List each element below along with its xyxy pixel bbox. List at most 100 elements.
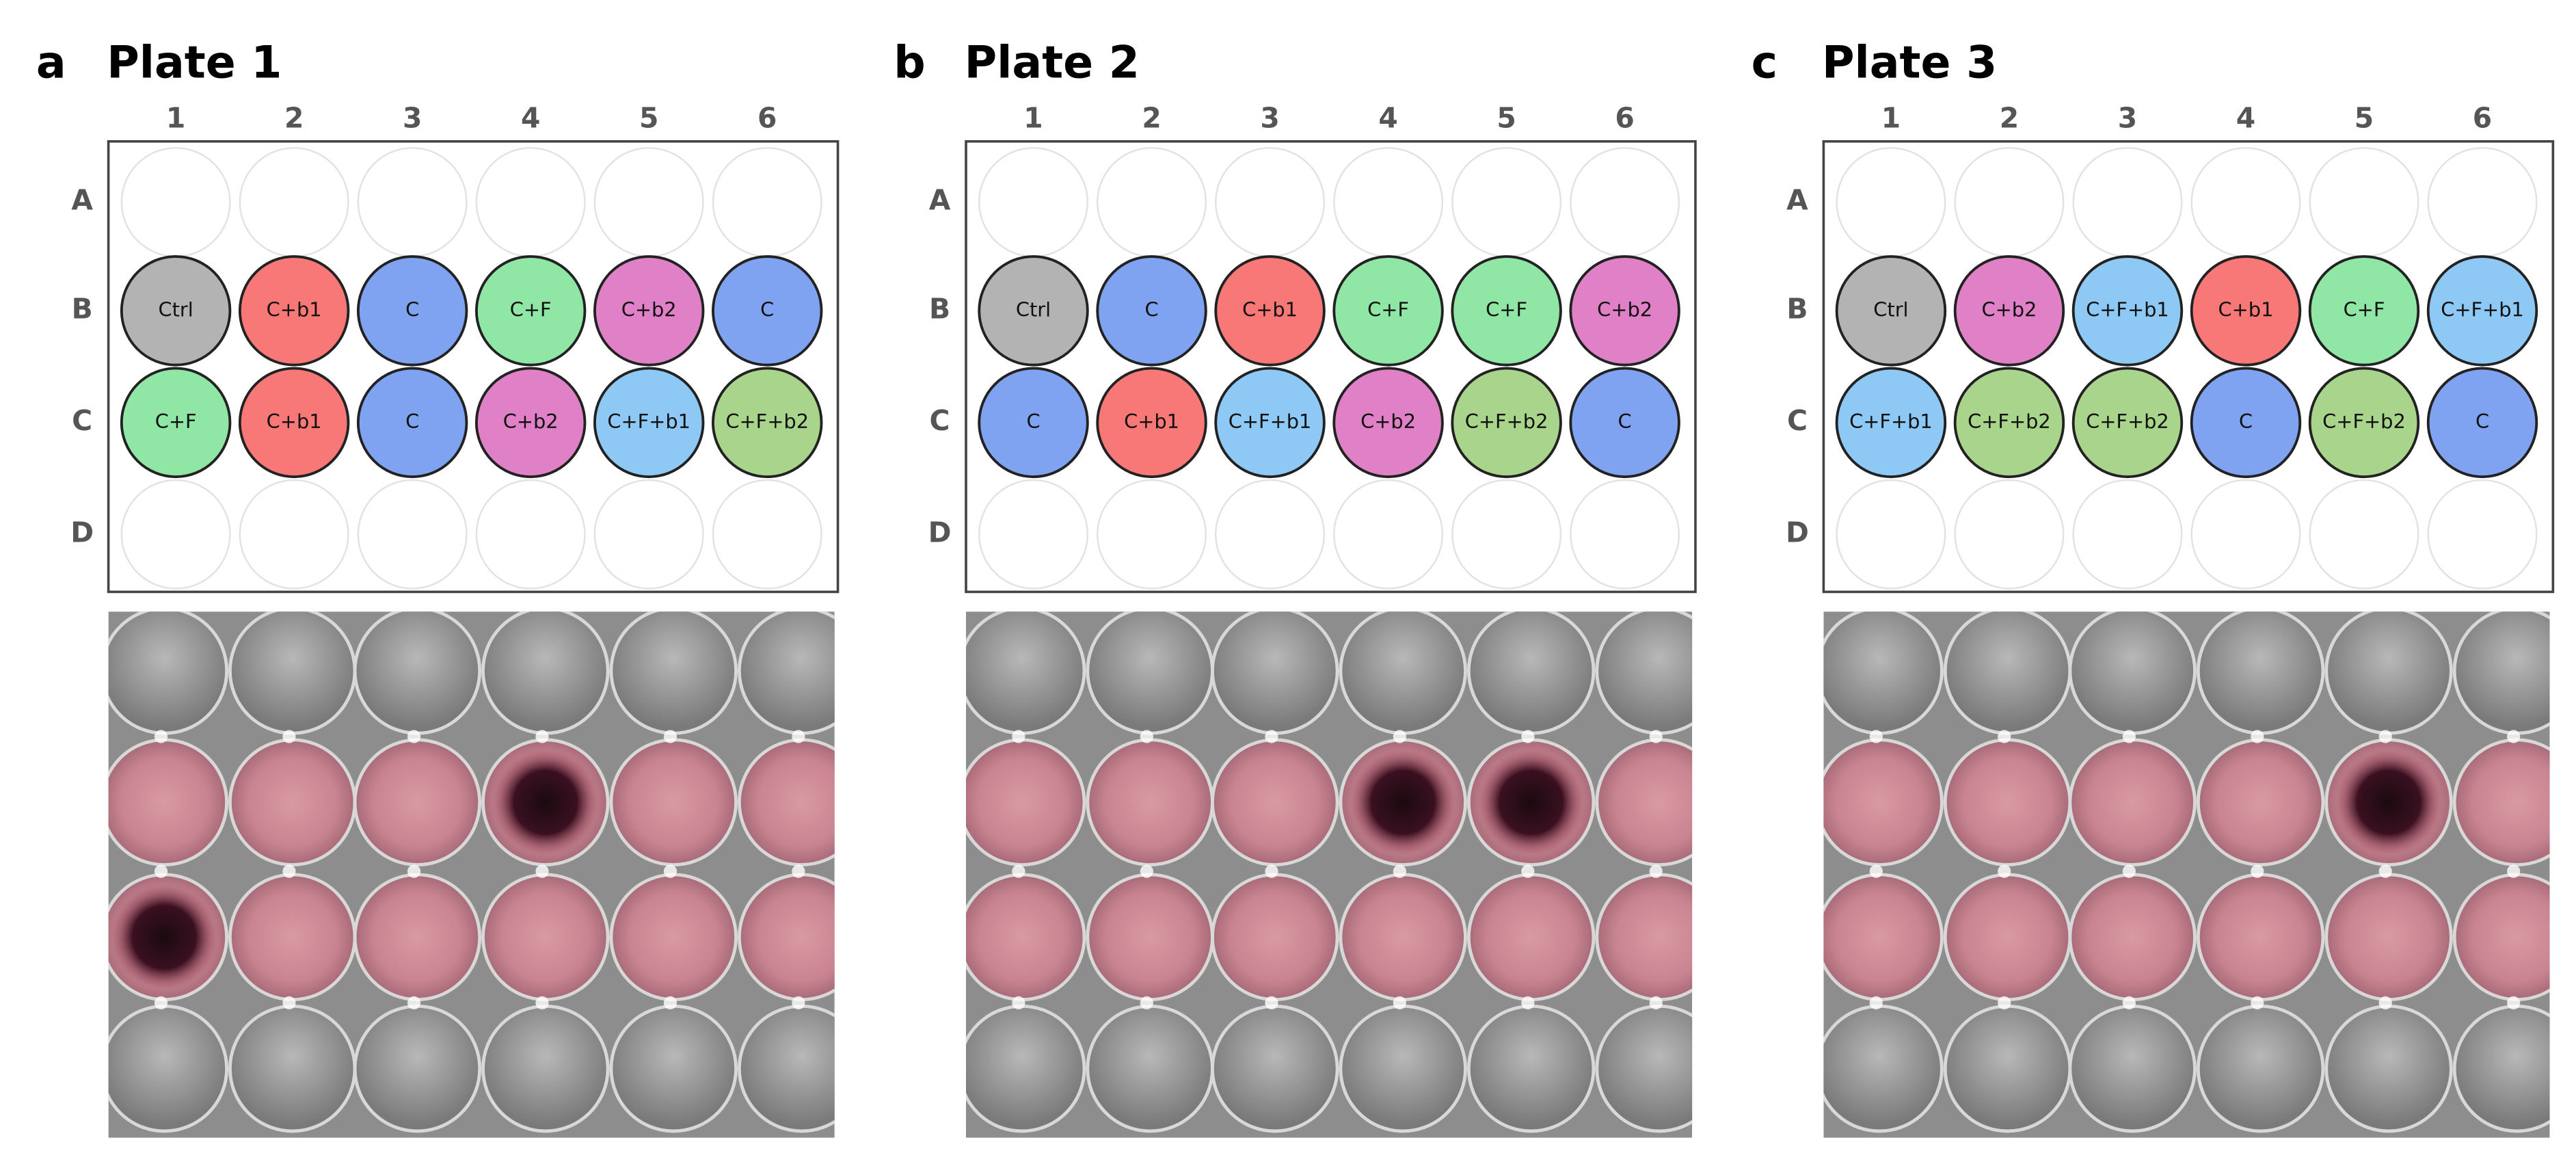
photo-highlight xyxy=(1393,598,1406,611)
empty-well xyxy=(593,479,704,590)
well xyxy=(2426,367,2538,479)
photo-highlight xyxy=(1521,730,1535,743)
photo-highlight xyxy=(154,996,168,1010)
photo-well xyxy=(738,1004,835,1133)
photo-highlight xyxy=(1012,598,1025,611)
well-label: C+b1 xyxy=(267,410,322,433)
photo-highlight xyxy=(663,864,677,878)
panel-letter: b xyxy=(894,38,925,89)
stain xyxy=(492,750,598,856)
well xyxy=(2308,367,2420,479)
well-label: Ctrl xyxy=(158,297,193,321)
photo-highlight xyxy=(407,864,421,878)
well-label: C+F+b2 xyxy=(1465,410,1548,433)
well-label: C+b1 xyxy=(267,297,322,321)
well xyxy=(474,367,587,479)
well-label: C+F xyxy=(510,297,552,321)
photo-highlight xyxy=(282,730,296,743)
empty-well xyxy=(1570,479,1680,590)
row-label: D xyxy=(1786,516,1809,548)
photo-well xyxy=(228,611,357,735)
column-label: 2 xyxy=(1142,101,1161,134)
empty-well xyxy=(1333,479,1444,590)
photo-well xyxy=(1466,1004,1596,1133)
photo-highlight xyxy=(2378,996,2392,1010)
photo-highlight xyxy=(792,864,805,878)
well xyxy=(1451,255,1562,367)
photo-highlight xyxy=(2507,996,2521,1010)
well-label: C xyxy=(405,410,419,433)
photo-highlight xyxy=(2122,996,2136,1010)
photo-well xyxy=(353,611,482,735)
photo-well xyxy=(609,738,738,867)
row-label: C xyxy=(72,404,92,437)
column-label: 4 xyxy=(2236,101,2255,134)
photo-well xyxy=(1823,738,1944,867)
well xyxy=(356,255,468,367)
column-label: 5 xyxy=(639,101,658,134)
empty-well xyxy=(1836,479,1946,590)
well xyxy=(1835,367,1947,479)
well xyxy=(1451,367,1562,479)
plate-outline xyxy=(1822,140,2555,594)
photo-highlight xyxy=(1649,864,1663,878)
photo-highlight xyxy=(1521,598,1534,611)
photo-highlight xyxy=(2507,864,2521,878)
photo-well xyxy=(108,1004,228,1133)
column-label: 1 xyxy=(1023,101,1043,134)
photo-highlight xyxy=(154,730,168,743)
well xyxy=(1569,255,1680,367)
photo-well xyxy=(2068,738,2197,867)
photo-well xyxy=(2324,873,2453,1002)
photo-well xyxy=(2324,1004,2453,1133)
photo-well xyxy=(1943,738,2072,867)
photo-highlight xyxy=(2507,598,2520,611)
plate-outline xyxy=(965,140,1697,594)
photo-well xyxy=(1211,738,1339,867)
row-label: A xyxy=(71,184,93,217)
photo-highlight xyxy=(407,730,421,743)
photo-well xyxy=(228,738,357,867)
well xyxy=(120,255,232,367)
row-label: A xyxy=(1786,184,1808,217)
panel-letter: a xyxy=(36,38,66,89)
empty-well xyxy=(1954,479,2065,590)
photo-highlight xyxy=(282,598,295,611)
photo-well xyxy=(966,738,1086,867)
column-label: 5 xyxy=(2354,101,2374,134)
empty-well xyxy=(1215,479,1326,590)
photo-well xyxy=(2452,738,2550,867)
stain xyxy=(1350,750,1456,856)
well-label: C+F+b1 xyxy=(607,410,690,433)
well xyxy=(593,367,705,479)
photo-well xyxy=(609,873,738,1002)
photo-well xyxy=(228,1004,357,1133)
photo-well xyxy=(966,873,1086,1001)
well xyxy=(120,367,232,479)
well xyxy=(978,255,1089,367)
photo-highlight xyxy=(1649,730,1663,743)
photo-highlight xyxy=(1869,996,1883,1010)
photo-highlight xyxy=(663,730,677,743)
well-label: C+b2 xyxy=(621,297,677,321)
well xyxy=(2190,255,2302,367)
panel: a Plate 1 1 2 3 4 5 6 A B Ctrl C+b1 C C+F C+b2 C C C+F C+b… xyxy=(36,38,840,1138)
photo-highlight xyxy=(2122,864,2136,878)
well xyxy=(1332,255,1444,367)
photo-highlight xyxy=(1140,730,1153,743)
photo-highlight xyxy=(155,598,167,611)
well-label: C xyxy=(2476,410,2489,433)
photo-highlight xyxy=(1393,730,1407,743)
photo-well xyxy=(353,1004,482,1133)
photo-well xyxy=(1943,611,2072,735)
empty-well xyxy=(2072,479,2183,590)
photo-highlight xyxy=(1012,730,1025,743)
row-label: B xyxy=(1786,292,1808,325)
column-label: 6 xyxy=(2473,101,2492,134)
empty-well xyxy=(2309,479,2419,590)
photo-well xyxy=(1943,1004,2072,1133)
photo-well xyxy=(1466,611,1596,735)
column-label: 2 xyxy=(2000,101,2019,134)
photo-highlight xyxy=(2122,730,2136,743)
row-label: B xyxy=(929,292,950,325)
